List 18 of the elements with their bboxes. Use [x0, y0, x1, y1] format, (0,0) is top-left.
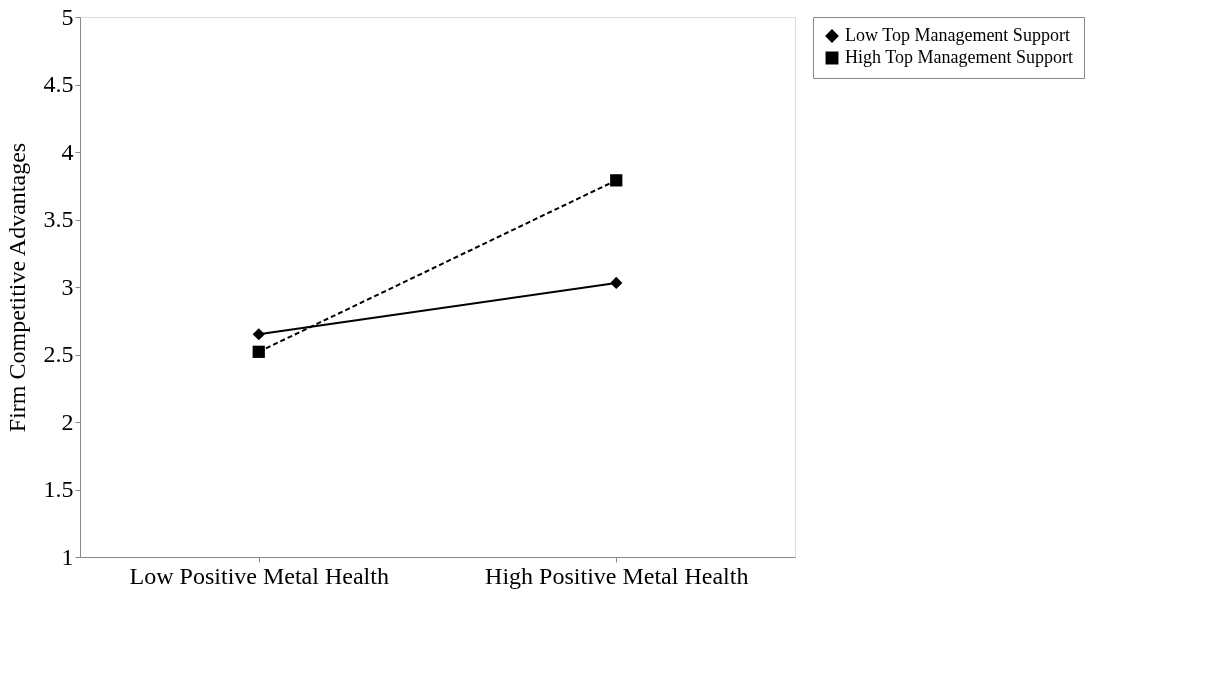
y-tick-label: 2.5 [43, 341, 74, 367]
point [252, 345, 265, 358]
y-axis-title: Firm Competitive Advantages [3, 142, 30, 433]
y-tick-label: 5 [61, 3, 74, 30]
x-tick-label: High Positive Metal Health [485, 562, 749, 589]
point [610, 174, 623, 187]
point [252, 328, 265, 341]
x-tick-label: Low Positive Metal Health [129, 562, 389, 589]
legend-label: High Top Management Support [845, 47, 1073, 67]
y-tick-label: 3.5 [43, 206, 74, 232]
legend-label: Low Top Management Support [845, 25, 1070, 45]
point [610, 276, 623, 290]
y-tick-label: 4 [61, 138, 74, 165]
y-tick-label: 2 [61, 408, 74, 435]
y-tick-label: 3 [61, 273, 74, 300]
y-tick-label: 1.5 [43, 476, 74, 502]
y-tick-label: 1 [61, 543, 74, 570]
y-tick-label: 4.5 [43, 71, 74, 97]
